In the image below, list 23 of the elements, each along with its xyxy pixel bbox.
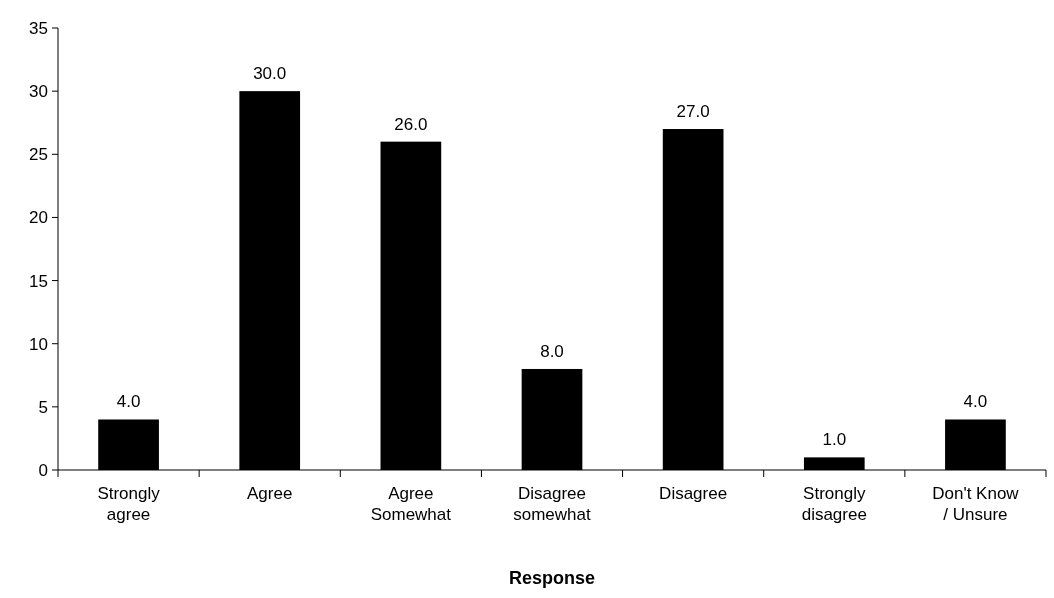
x-tick-label: Disagree (659, 484, 728, 503)
data-label: 27.0 (676, 102, 710, 122)
data-label: 4.0 (116, 392, 141, 412)
y-tick-label: 25 (29, 145, 48, 165)
x-tick-label: Agree Somewhat (370, 484, 452, 524)
y-tick-label: 10 (29, 334, 48, 354)
y-tick-label: 15 (29, 271, 48, 291)
x-tick-label: Strongly disagree (801, 484, 867, 524)
data-label: 26.0 (394, 114, 428, 134)
x-axis-title: Response (508, 568, 596, 588)
x-tick-label: Strongly agree (97, 484, 161, 524)
y-tick-label: 35 (29, 18, 48, 38)
y-tick-label: 30 (29, 82, 48, 102)
x-tick-label: Don't Know / Unsure (932, 484, 1020, 524)
y-tick-label: 0 (38, 460, 48, 480)
data-label: 1.0 (822, 430, 847, 450)
data-label: 4.0 (963, 392, 988, 412)
data-label: 8.0 (540, 341, 564, 361)
data-label: 30.0 (253, 64, 287, 84)
x-tick-label: Disagree somewhat (513, 484, 592, 524)
y-tick-label: 20 (29, 208, 48, 228)
y-tick-label: 5 (38, 397, 48, 417)
x-tick-label: Agree (247, 484, 293, 503)
